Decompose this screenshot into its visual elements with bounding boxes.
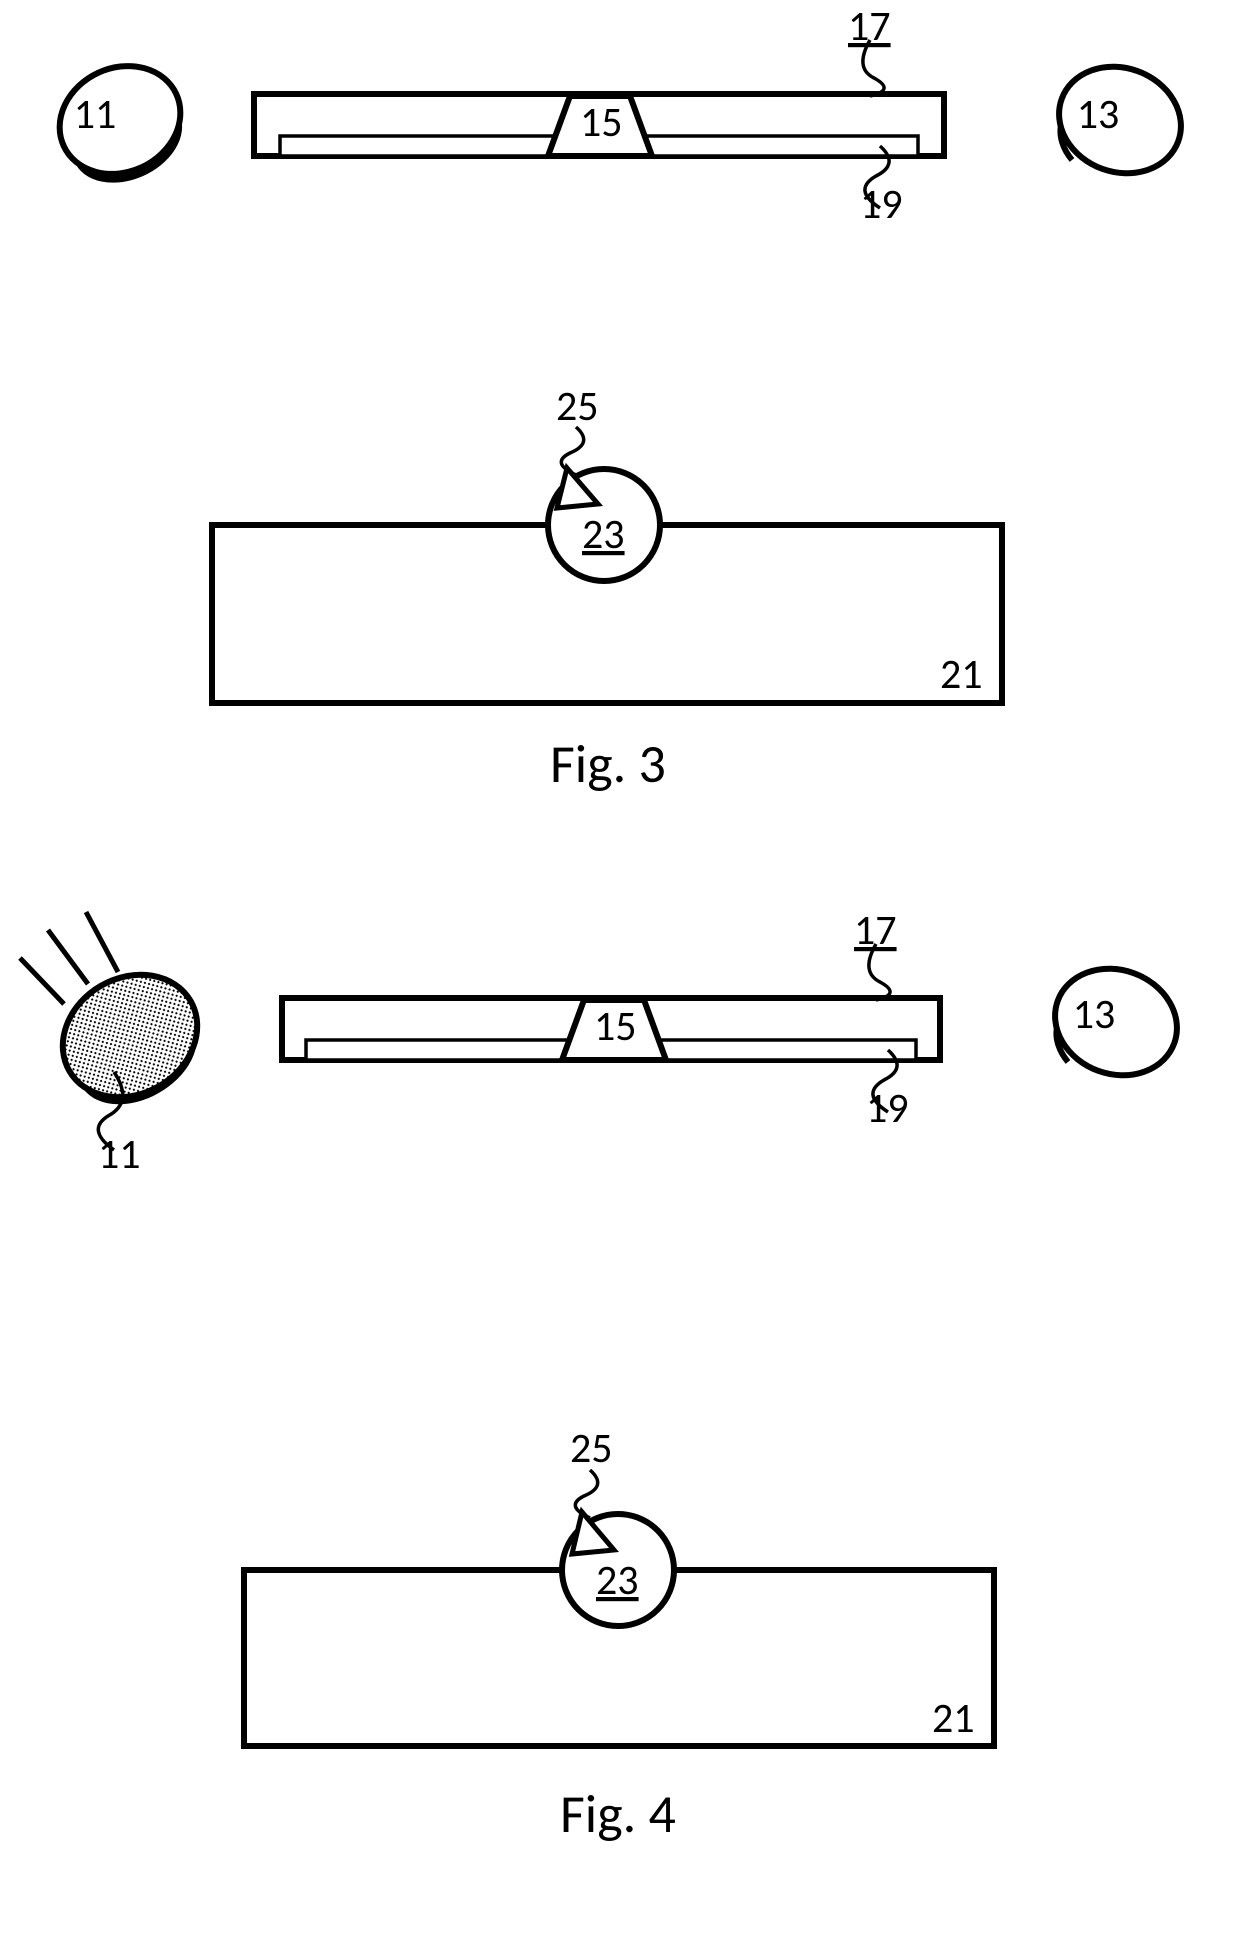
- ref-13: 13: [1077, 89, 1120, 140]
- ref-17: 17: [854, 905, 897, 956]
- leader-25: [561, 427, 583, 475]
- left-ear-icon: [42, 47, 198, 194]
- leader-25: [575, 1470, 597, 1518]
- ref-15: 15: [580, 97, 623, 148]
- ref-15: 15: [594, 1001, 637, 1052]
- fig4-bottom: 25 23 21: [244, 1423, 994, 1746]
- ref-11: 11: [74, 89, 117, 140]
- ref-19: 19: [860, 179, 903, 230]
- ref-21: 21: [940, 649, 983, 700]
- left-ear-hatched-icon: [20, 912, 220, 1121]
- right-ear-icon: [1044, 50, 1196, 190]
- ref-11: 11: [98, 1129, 141, 1180]
- fig3-bottom: 25 23 21: [212, 381, 1002, 703]
- right-ear-icon: [1040, 952, 1192, 1092]
- ref-21: 21: [932, 1693, 975, 1744]
- fig4-label: Fig. 4: [560, 1781, 676, 1847]
- ref-25: 25: [556, 381, 599, 432]
- ref-13: 13: [1073, 989, 1116, 1040]
- ref-17: 17: [848, 1, 891, 52]
- diagram-svg: 11 13 15 17 19 25 23 21 Fig. 3 11 13 15 …: [0, 0, 1240, 1941]
- ref-25: 25: [570, 1423, 613, 1474]
- ref-23: 23: [596, 1555, 639, 1606]
- ref-23: 23: [582, 509, 625, 560]
- ref-19: 19: [866, 1083, 909, 1134]
- fig3-top: 11 13 15 17 19: [42, 1, 1196, 230]
- fig3-label: Fig. 3: [550, 731, 666, 797]
- fig4-top: 11 13 15 17 19: [20, 905, 1192, 1180]
